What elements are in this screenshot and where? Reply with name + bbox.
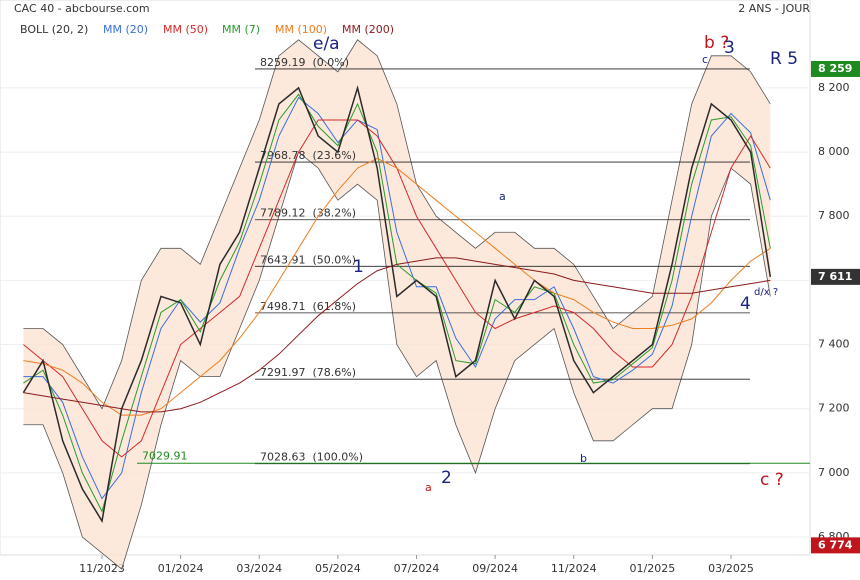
bollinger-band (23, 39, 771, 570)
legend-entry: MM (7) (222, 23, 260, 36)
chart-subtitle: 2 ANS - JOUR (738, 2, 810, 15)
wave-label: b (580, 452, 587, 465)
fib-label: 7498.71 (61.8%) (260, 300, 356, 313)
wave-label: e/a (313, 34, 340, 54)
wave-label: a (499, 190, 506, 203)
y-tick-label: 7 800 (818, 209, 850, 222)
y-tick-label: 7 000 (818, 466, 850, 479)
legend-entry: MM (50) (163, 23, 208, 36)
fib-label: 7643.91 (50.0%) (260, 253, 356, 266)
price-marker-label: 8 259 (818, 62, 852, 75)
y-tick-label: 7 200 (818, 402, 850, 415)
legend-entry: MM (20) (103, 23, 148, 36)
legend-entry: BOLL (20, 2) (20, 23, 88, 36)
wave-label: 2 (441, 468, 452, 488)
x-tick-label: 03/2024 (236, 562, 282, 575)
fib-label: 7028.63 (100.0%) (260, 451, 363, 464)
moving-average (23, 257, 771, 413)
wave-label: c (702, 53, 708, 66)
fib-label: 8259.19 (0.0%) (260, 56, 349, 69)
wave-label: 4 (740, 294, 751, 314)
chart-title: CAC 40 - abcbourse.com (14, 2, 150, 15)
fib-label: 7968.78 (23.6%) (260, 149, 356, 162)
x-tick-label: 01/2025 (630, 562, 676, 575)
moving-average (23, 157, 771, 416)
wave-label: 1 (353, 257, 364, 277)
wave-label: a (425, 481, 432, 494)
x-tick-label: 05/2024 (315, 562, 361, 575)
y-tick-label: 8 000 (818, 145, 850, 158)
wave-label: c ? (760, 470, 784, 490)
legend-entry: MM (100) (275, 23, 327, 36)
wave-label: 3 (724, 38, 735, 58)
bollinger-upper (23, 39, 771, 410)
price-marker-label: 6 774 (818, 538, 853, 551)
legend-entry: MM (200) (342, 23, 394, 36)
price-marker (811, 268, 860, 285)
fib-label: 7291.97 (78.6%) (260, 366, 356, 379)
x-tick-label: 07/2024 (394, 562, 440, 575)
price-marker-label: 7 611 (818, 270, 852, 283)
y-tick-label: 7 400 (818, 338, 850, 351)
x-tick-label: 09/2024 (472, 562, 518, 575)
price-marker (811, 537, 860, 554)
moving-average (23, 96, 771, 500)
wave-label: d/x ? (754, 287, 778, 298)
price-marker (811, 60, 860, 77)
x-tick-label: 11/2024 (551, 562, 597, 575)
y-tick-label: 8 200 (818, 81, 850, 94)
x-tick-label: 01/2024 (158, 562, 204, 575)
bollinger-lower (23, 151, 771, 570)
support-label: 7029.91 (142, 449, 188, 462)
wave-label: b ? (704, 33, 729, 53)
x-tick-label: 11/2023 (79, 562, 125, 575)
price-line (22, 85, 772, 524)
x-tick-label: 03/2025 (708, 562, 754, 575)
fib-label: 7789.12 (38.2%) (260, 207, 356, 220)
wave-label: R 5 (770, 49, 798, 69)
